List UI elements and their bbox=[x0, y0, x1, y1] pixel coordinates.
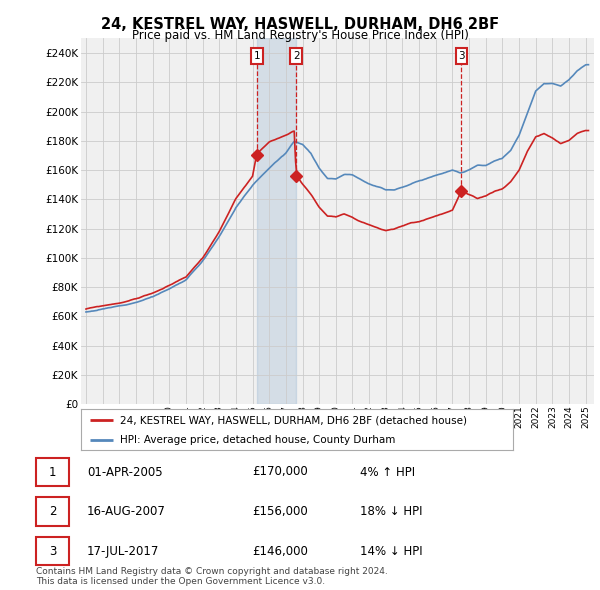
Text: 4% ↑ HPI: 4% ↑ HPI bbox=[360, 466, 415, 478]
Text: £170,000: £170,000 bbox=[252, 466, 308, 478]
Text: 24, KESTREL WAY, HASWELL, DURHAM, DH6 2BF: 24, KESTREL WAY, HASWELL, DURHAM, DH6 2B… bbox=[101, 17, 499, 31]
Text: 3: 3 bbox=[49, 545, 56, 558]
Text: 14% ↓ HPI: 14% ↓ HPI bbox=[360, 545, 422, 558]
Text: £156,000: £156,000 bbox=[252, 505, 308, 518]
Text: 3: 3 bbox=[458, 51, 465, 61]
Text: 2: 2 bbox=[293, 51, 299, 61]
Text: 01-APR-2005: 01-APR-2005 bbox=[87, 466, 163, 478]
Text: 1: 1 bbox=[49, 466, 56, 478]
Bar bbox=[257, 38, 296, 404]
Text: £146,000: £146,000 bbox=[252, 545, 308, 558]
Text: Price paid vs. HM Land Registry's House Price Index (HPI): Price paid vs. HM Land Registry's House … bbox=[131, 30, 469, 42]
Text: Contains HM Land Registry data © Crown copyright and database right 2024.: Contains HM Land Registry data © Crown c… bbox=[36, 566, 388, 576]
Text: 2: 2 bbox=[49, 505, 56, 518]
Text: 18% ↓ HPI: 18% ↓ HPI bbox=[360, 505, 422, 518]
Text: 17-JUL-2017: 17-JUL-2017 bbox=[87, 545, 160, 558]
Text: This data is licensed under the Open Government Licence v3.0.: This data is licensed under the Open Gov… bbox=[36, 577, 325, 586]
Text: 1: 1 bbox=[253, 51, 260, 61]
Text: 16-AUG-2007: 16-AUG-2007 bbox=[87, 505, 166, 518]
Text: 24, KESTREL WAY, HASWELL, DURHAM, DH6 2BF (detached house): 24, KESTREL WAY, HASWELL, DURHAM, DH6 2B… bbox=[120, 415, 467, 425]
Text: HPI: Average price, detached house, County Durham: HPI: Average price, detached house, Coun… bbox=[120, 435, 395, 444]
